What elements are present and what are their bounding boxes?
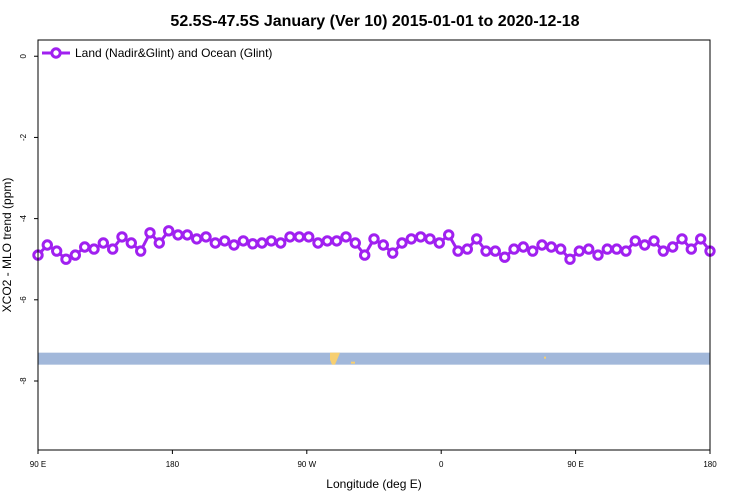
data-point (657, 245, 669, 257)
data-point (340, 231, 352, 243)
y-axis-title: XCO2 - MLO trend (ppm) (0, 178, 14, 313)
data-point (564, 253, 576, 265)
data-point (256, 237, 268, 249)
data-point (555, 243, 567, 255)
data-point (527, 245, 539, 257)
data-point (359, 249, 371, 261)
data-point (275, 237, 287, 249)
chart-title: 52.5S-47.5S January (Ver 10) 2015-01-01 … (170, 13, 579, 30)
data-point (536, 239, 548, 251)
legend: Land (Nadir&Glint) and Ocean (Glint) (42, 46, 272, 60)
data-point (611, 243, 623, 255)
data-point (452, 245, 464, 257)
x-axis-title: Longitude (deg E) (326, 477, 421, 491)
land-patch-island (351, 361, 355, 364)
data-point (284, 231, 296, 243)
data-point (517, 241, 529, 253)
data-point (629, 235, 641, 247)
x-axis: 90 E 180 90 W 0 90 E 180 (30, 450, 717, 469)
data-point (293, 231, 305, 243)
data-point (377, 239, 389, 251)
data-point (620, 245, 632, 257)
data-point (97, 237, 110, 249)
data-point (471, 233, 483, 245)
data-point (592, 249, 604, 261)
data-point (172, 229, 184, 241)
data-point (545, 241, 557, 253)
x-tick-label: 0 (439, 460, 444, 469)
data-point (163, 225, 175, 237)
data-point (433, 237, 445, 249)
land-patch-south-america (330, 352, 340, 365)
data-point (41, 239, 53, 251)
data-point (415, 231, 427, 243)
data-point (144, 227, 156, 239)
plot-area (38, 40, 710, 450)
data-point (331, 235, 343, 247)
ocean-band (38, 352, 710, 365)
series-layer (32, 225, 716, 265)
data-point (265, 235, 277, 247)
legend-marker-swatch (50, 47, 62, 59)
y-tick-label: 0 (19, 53, 28, 58)
data-point (695, 233, 707, 245)
data-point (349, 237, 361, 249)
data-point (181, 229, 194, 241)
data-point (648, 235, 660, 247)
y-tick-label: -6 (19, 296, 28, 304)
data-point (499, 251, 511, 263)
data-point (387, 247, 399, 259)
data-point (601, 243, 613, 255)
data-point (125, 237, 138, 249)
y-tick-label: -8 (19, 377, 28, 385)
data-point (573, 245, 585, 257)
x-tick-label: 90 E (567, 460, 583, 469)
data-point (69, 249, 82, 261)
data-point (396, 237, 408, 249)
data-point (480, 245, 492, 257)
y-tick-label: -4 (19, 215, 28, 223)
data-point (247, 238, 259, 250)
data-point (639, 239, 651, 251)
data-point (405, 233, 417, 245)
data-point (312, 237, 324, 249)
legend-label: Land (Nadir&Glint) and Ocean (Glint) (75, 46, 272, 60)
data-point (424, 233, 436, 245)
data-point (303, 231, 315, 243)
data-point (667, 241, 679, 253)
plot-frame (37, 39, 711, 451)
data-point (228, 239, 240, 251)
land-patch-kerguelen (544, 356, 546, 359)
map-strip (38, 352, 710, 365)
data-point (209, 237, 222, 249)
data-point (489, 245, 501, 257)
data-point (107, 243, 119, 255)
y-tick-label: -2 (19, 133, 28, 141)
data-point (685, 243, 697, 255)
y-axis: 0 -2 -4 -6 -8 (19, 53, 38, 385)
data-point (88, 243, 100, 255)
data-point (583, 243, 595, 255)
data-point (200, 231, 212, 243)
data-point (461, 243, 473, 255)
x-tick-label: 90 W (297, 460, 316, 469)
data-point (219, 235, 231, 247)
data-point (153, 237, 166, 249)
data-point (676, 233, 688, 245)
data-point (135, 245, 147, 257)
data-point (60, 253, 72, 265)
data-point (51, 245, 63, 257)
data-point (79, 241, 91, 253)
data-point (443, 229, 455, 241)
data-point (191, 233, 203, 245)
data-point (237, 235, 250, 247)
x-tick-label: 90 E (30, 460, 46, 469)
data-point (321, 235, 333, 247)
data-point (116, 231, 128, 243)
data-point (508, 243, 520, 255)
x-tick-label: 180 (166, 460, 180, 469)
data-point (368, 233, 380, 245)
x-tick-label: 180 (703, 460, 717, 469)
